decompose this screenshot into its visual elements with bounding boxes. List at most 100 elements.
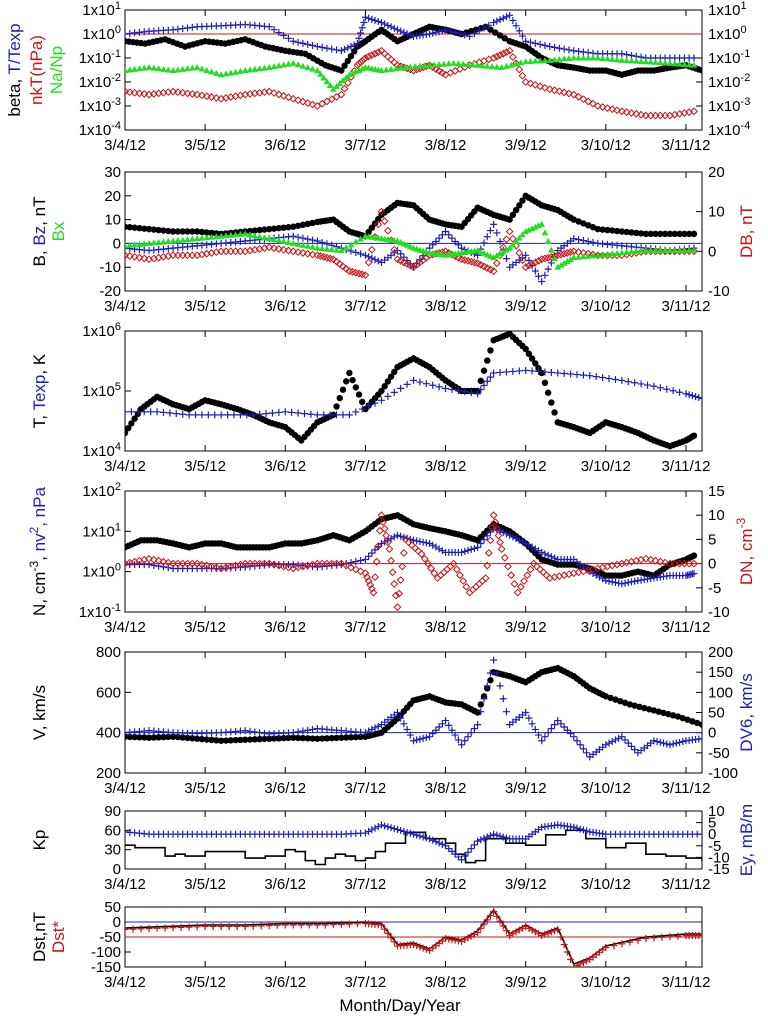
point-plus xyxy=(541,550,549,558)
point-plus xyxy=(368,254,376,262)
point-triangle xyxy=(637,57,645,64)
panel-frame xyxy=(124,651,703,774)
point-plus xyxy=(480,536,488,544)
point-plus xyxy=(243,411,251,419)
point-triangle xyxy=(222,70,230,77)
y-tick-label: 200 xyxy=(96,765,121,782)
point-plus xyxy=(666,741,674,749)
point-diamond xyxy=(521,78,530,86)
point-diamond xyxy=(617,107,626,116)
point-diamond xyxy=(483,561,492,570)
point-diamond xyxy=(178,88,187,97)
point-plus xyxy=(448,386,456,394)
point-dot xyxy=(270,225,278,232)
point-triangle xyxy=(299,62,307,69)
point-diamond xyxy=(326,254,335,263)
point-diamond xyxy=(496,538,504,547)
point-plus xyxy=(512,22,520,30)
point-dot xyxy=(612,696,619,703)
point-plus xyxy=(371,16,379,24)
point-plus xyxy=(579,371,587,379)
point-plus xyxy=(627,578,635,586)
point-dot xyxy=(698,721,702,728)
point-plus xyxy=(467,545,475,553)
point-plus xyxy=(458,548,466,556)
point-dot xyxy=(623,228,630,236)
point-diamond xyxy=(371,49,379,58)
point-triangle xyxy=(382,66,390,73)
point-plus xyxy=(499,922,507,930)
point-plus xyxy=(233,923,241,930)
point-plus xyxy=(381,822,389,830)
point-plus xyxy=(429,381,437,389)
point-dot xyxy=(492,29,499,36)
point-plus xyxy=(690,54,698,62)
point-plus xyxy=(198,411,206,419)
point-plus xyxy=(416,378,424,386)
point-plus xyxy=(480,834,488,842)
point-plus xyxy=(321,921,329,929)
point-triangle xyxy=(440,60,448,67)
point-triangle xyxy=(661,247,669,254)
y-tick-label: 90 xyxy=(104,803,121,820)
point-plus xyxy=(474,543,482,551)
point-plus xyxy=(541,733,549,741)
point-triangle xyxy=(479,62,486,69)
point-triangle xyxy=(589,252,597,259)
y-axis-label-2: nkT(nPa) xyxy=(27,35,46,105)
point-plus xyxy=(499,833,507,841)
y-tick-label: 1x10-4 xyxy=(79,120,121,139)
point-plus xyxy=(435,545,443,553)
point-plus xyxy=(464,546,472,554)
point-diamond xyxy=(383,538,392,547)
point-triangle xyxy=(557,261,565,268)
point-triangle xyxy=(237,67,244,74)
point-plus xyxy=(365,827,373,835)
y2-tick-label: 0 xyxy=(708,826,716,843)
point-diamond xyxy=(690,559,698,568)
point-plus xyxy=(656,384,664,392)
point-triangle xyxy=(294,240,302,247)
point-plus xyxy=(576,741,584,749)
point-plus xyxy=(624,378,632,386)
point-plus xyxy=(467,729,475,737)
point-plus xyxy=(320,411,328,419)
point-triangle xyxy=(464,60,472,67)
point-diamond xyxy=(130,252,139,261)
y2-tick-label: -5 xyxy=(708,580,721,597)
point-triangle xyxy=(164,66,172,73)
point-triangle xyxy=(584,54,592,61)
point-diamond xyxy=(356,567,365,576)
point-triangle xyxy=(203,66,211,73)
point-dot xyxy=(633,229,640,237)
point-plus xyxy=(357,29,365,37)
point-triangle xyxy=(289,239,297,246)
point-plus xyxy=(515,367,523,375)
point-plus xyxy=(422,380,430,388)
point-plus xyxy=(241,923,249,930)
point-dot xyxy=(602,693,610,700)
point-diamond xyxy=(343,78,352,87)
point-plus xyxy=(294,233,302,241)
x-tick-label: 3/6/12 xyxy=(264,298,306,315)
point-plus xyxy=(458,856,466,864)
point-plus xyxy=(631,577,639,585)
point-triangle xyxy=(246,66,254,73)
point-plus xyxy=(177,923,185,931)
point-plus xyxy=(307,410,315,418)
point-plus xyxy=(480,695,488,703)
point-plus xyxy=(442,228,450,235)
point-diamond xyxy=(593,102,602,110)
point-plus xyxy=(474,929,482,936)
point-plus xyxy=(236,411,244,419)
point-dot xyxy=(131,415,138,422)
point-triangle xyxy=(232,68,239,75)
point-diamond xyxy=(641,554,650,563)
point-diamond xyxy=(584,97,593,106)
point-plus xyxy=(217,923,225,930)
y-axis-label-right: Ey, mB/m xyxy=(737,804,756,876)
point-dot xyxy=(352,733,359,741)
point-dot xyxy=(650,707,658,714)
point-dot xyxy=(294,734,302,742)
